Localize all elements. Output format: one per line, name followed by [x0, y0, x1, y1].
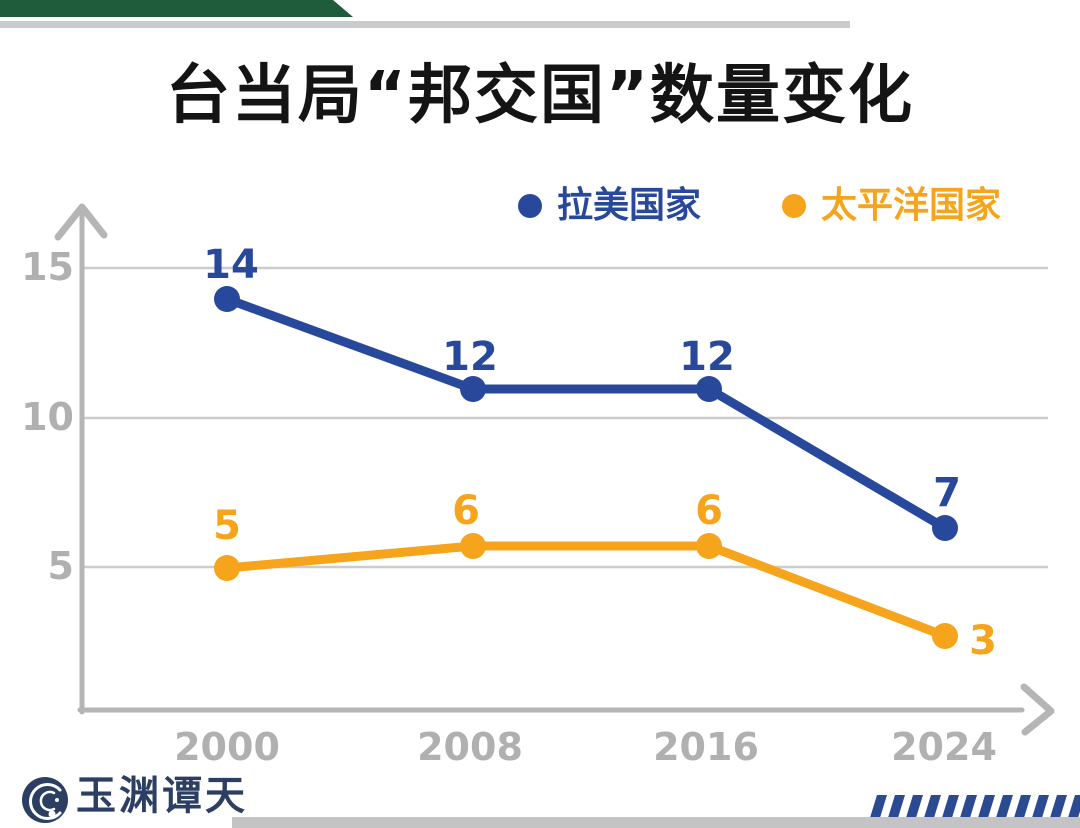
latam-value-2008: 12 — [442, 334, 498, 380]
x-tick-2024: 2024 — [891, 725, 997, 769]
x-tick-2000: 2000 — [174, 725, 280, 769]
latam-value-2024: 7 — [933, 470, 961, 516]
x-tick-2016: 2016 — [653, 725, 759, 769]
series-latam-line — [214, 286, 958, 541]
y-tick-5: 5 — [47, 544, 74, 588]
series-pacific-line — [214, 533, 958, 649]
data-point — [696, 533, 722, 559]
y-tick-15: 15 — [21, 245, 74, 289]
data-point — [214, 286, 240, 312]
latam-value-2016: 12 — [679, 334, 735, 380]
x-axis — [77, 683, 1055, 736]
data-point — [214, 555, 240, 581]
data-point — [460, 376, 486, 402]
page-title: 台当局“邦交国”数量变化 — [165, 59, 915, 133]
legend-item-latam: 拉美国家 — [518, 184, 701, 228]
legend-label-pacific: 太平洋国家 — [821, 185, 1002, 226]
data-point — [460, 533, 486, 559]
y-tick-10: 10 — [21, 395, 74, 439]
pacific-value-2016: 6 — [695, 488, 723, 534]
header-green-bar — [0, 0, 353, 17]
y-axis-arrow-icon — [54, 203, 108, 241]
header-gray-bar — [0, 21, 850, 28]
pacific-value-2024: 3 — [969, 618, 997, 664]
data-point — [696, 376, 722, 402]
legend-item-pacific: 太平洋国家 — [782, 184, 1001, 228]
logo-mark-icon — [22, 777, 68, 823]
x-tick-2008: 2008 — [417, 725, 523, 769]
legend-dot-latam-icon — [518, 194, 542, 218]
latam-value-2000: 14 — [203, 242, 259, 288]
footer-gray-band — [232, 817, 1080, 828]
footer-stripes-decoration — [869, 795, 1080, 821]
legend-label-latam: 拉美国家 — [557, 185, 702, 226]
pacific-value-2000: 5 — [213, 503, 241, 549]
logo-text: 玉渊谭天 — [76, 773, 248, 819]
x-axis-arrow-icon — [1020, 683, 1055, 736]
pacific-value-2008: 6 — [452, 488, 480, 534]
y-axis — [54, 203, 108, 715]
legend-dot-pacific-icon — [782, 194, 806, 218]
data-point — [932, 623, 958, 649]
data-point — [932, 515, 958, 541]
